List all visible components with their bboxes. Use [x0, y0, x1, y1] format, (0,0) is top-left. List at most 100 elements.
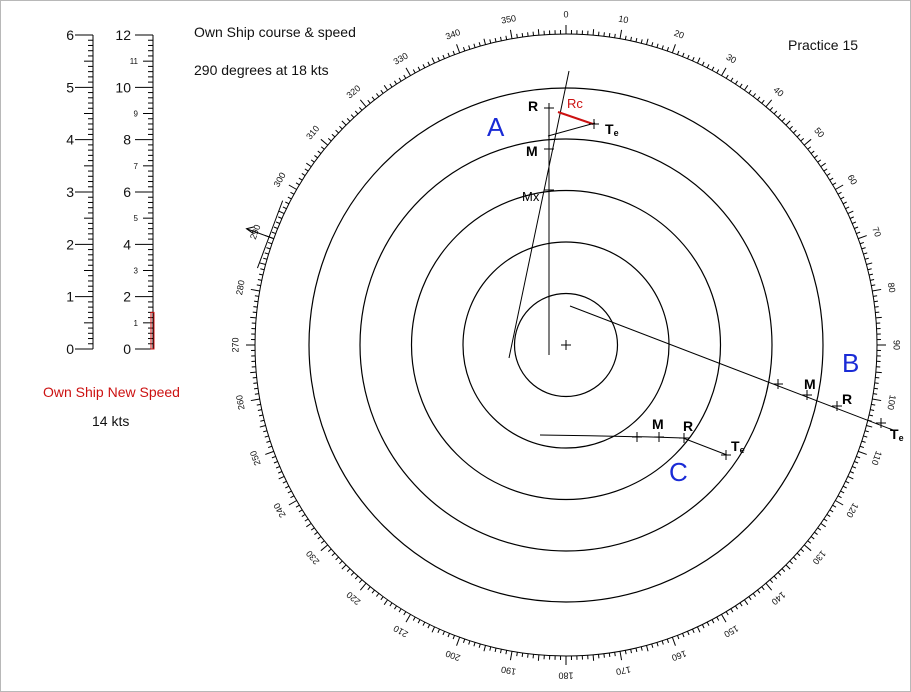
compass-tick [489, 39, 492, 44]
range-tick-label: 1 [66, 289, 74, 305]
compass-tick [773, 575, 778, 580]
compass-tick [840, 196, 845, 200]
compass-tick [646, 645, 649, 652]
target-c-label: C [669, 457, 688, 487]
compass-tick [437, 57, 440, 62]
target-a-rc-line [557, 111, 594, 125]
compass-bearing-label: 100 [885, 394, 897, 411]
compass-tick [288, 500, 297, 506]
target-b-label: B [842, 348, 859, 378]
compass-tick [306, 522, 312, 528]
speed-minor-label: 9 [134, 110, 139, 119]
compass-tick [640, 39, 643, 44]
compass-bearing-label: 260 [234, 394, 246, 411]
compass-tick [314, 155, 318, 159]
compass-tick [505, 35, 508, 40]
compass-tick [288, 184, 297, 190]
compass-tick [341, 564, 347, 570]
compass-tick [859, 241, 865, 245]
compass-tick [290, 191, 295, 195]
compass-tick [442, 54, 445, 59]
compass-tick [730, 608, 734, 613]
compass-tick [757, 589, 761, 594]
compass-tick [254, 393, 259, 395]
compass-tick [310, 159, 315, 163]
compass-tick [331, 552, 336, 557]
compass-tick [847, 475, 854, 480]
compass-tick [635, 647, 638, 653]
compass-tick [716, 69, 720, 74]
compass-tick [358, 106, 363, 111]
compass-tick [793, 129, 797, 134]
compass-tick [367, 99, 371, 104]
compass-tick [661, 640, 664, 645]
compass-tick [651, 643, 654, 648]
range-ring [462, 241, 670, 449]
compass-tick [346, 568, 351, 572]
compass-bearing-label: 230 [304, 549, 321, 567]
compass-tick [389, 83, 393, 88]
compass-tick [871, 403, 876, 406]
target-a-te-label: Te [605, 121, 619, 138]
compass-bearing-label: 310 [304, 124, 321, 142]
target-a-m-label: M [526, 143, 538, 159]
compass-tick [371, 589, 375, 594]
compass-tick [456, 44, 461, 53]
compass-tick [320, 146, 325, 150]
compass-tick [278, 471, 283, 474]
compass-tick [437, 628, 440, 633]
compass-tick [739, 83, 743, 88]
compass-tick [823, 518, 828, 522]
compass-tick [427, 624, 431, 629]
compass-bearing-label: 240 [272, 501, 288, 519]
compass-tick [494, 37, 497, 43]
compass-tick [666, 638, 670, 644]
compass-tick [320, 138, 329, 146]
range-tick-label: 6 [66, 27, 74, 43]
compass-tick [278, 216, 283, 219]
compass-tick [306, 162, 312, 168]
compass-bearing-label: 350 [500, 13, 517, 25]
compass-tick [478, 42, 481, 47]
compass-bearing-label: 160 [670, 648, 688, 663]
compass-tick [614, 33, 616, 38]
compass-tick [266, 247, 271, 250]
compass-tick [314, 531, 318, 535]
target-b-te-label: Te [890, 426, 904, 443]
compass-tick [856, 231, 861, 235]
compass-tick [696, 626, 701, 633]
compass-tick [837, 495, 842, 499]
compass-tick [814, 531, 818, 535]
compass-tick [701, 624, 705, 629]
compass-tick [761, 99, 765, 104]
compass-tick [473, 642, 476, 647]
target-plots: R Rc Te M Mx A M R Te B M R Te C [487, 70, 904, 487]
compass-tick [275, 466, 280, 469]
compass-tick [832, 182, 837, 186]
compass-tick [858, 235, 867, 240]
range-ring [359, 138, 773, 552]
target-c-track-line [539, 434, 728, 456]
compass-tick [752, 593, 756, 597]
compass-tick [773, 110, 778, 115]
compass-tick [494, 647, 497, 653]
target-c-te-label: Te [731, 438, 745, 455]
target-c-m-label: M [652, 416, 664, 432]
compass-tick [376, 593, 380, 597]
compass-tick [765, 99, 773, 108]
speed-indicator-bar [150, 311, 155, 350]
compass-tick [275, 221, 280, 224]
compass-tick [852, 466, 857, 469]
compass-bearing-label: 60 [845, 173, 859, 187]
compass-tick [769, 579, 774, 584]
speed-minor-label: 1 [134, 319, 139, 328]
compass-tick [422, 64, 426, 69]
compass-tick [394, 80, 398, 85]
compass-tick [826, 513, 831, 517]
own-ship-course-title: Own Ship course & speed [194, 24, 356, 40]
own-ship-course-value: 290 degrees at 18 kts [194, 62, 329, 78]
compass-tick [452, 50, 456, 55]
speed-minor-label: 3 [134, 267, 139, 276]
compass-tick [847, 210, 854, 215]
compass-tick [278, 210, 285, 215]
